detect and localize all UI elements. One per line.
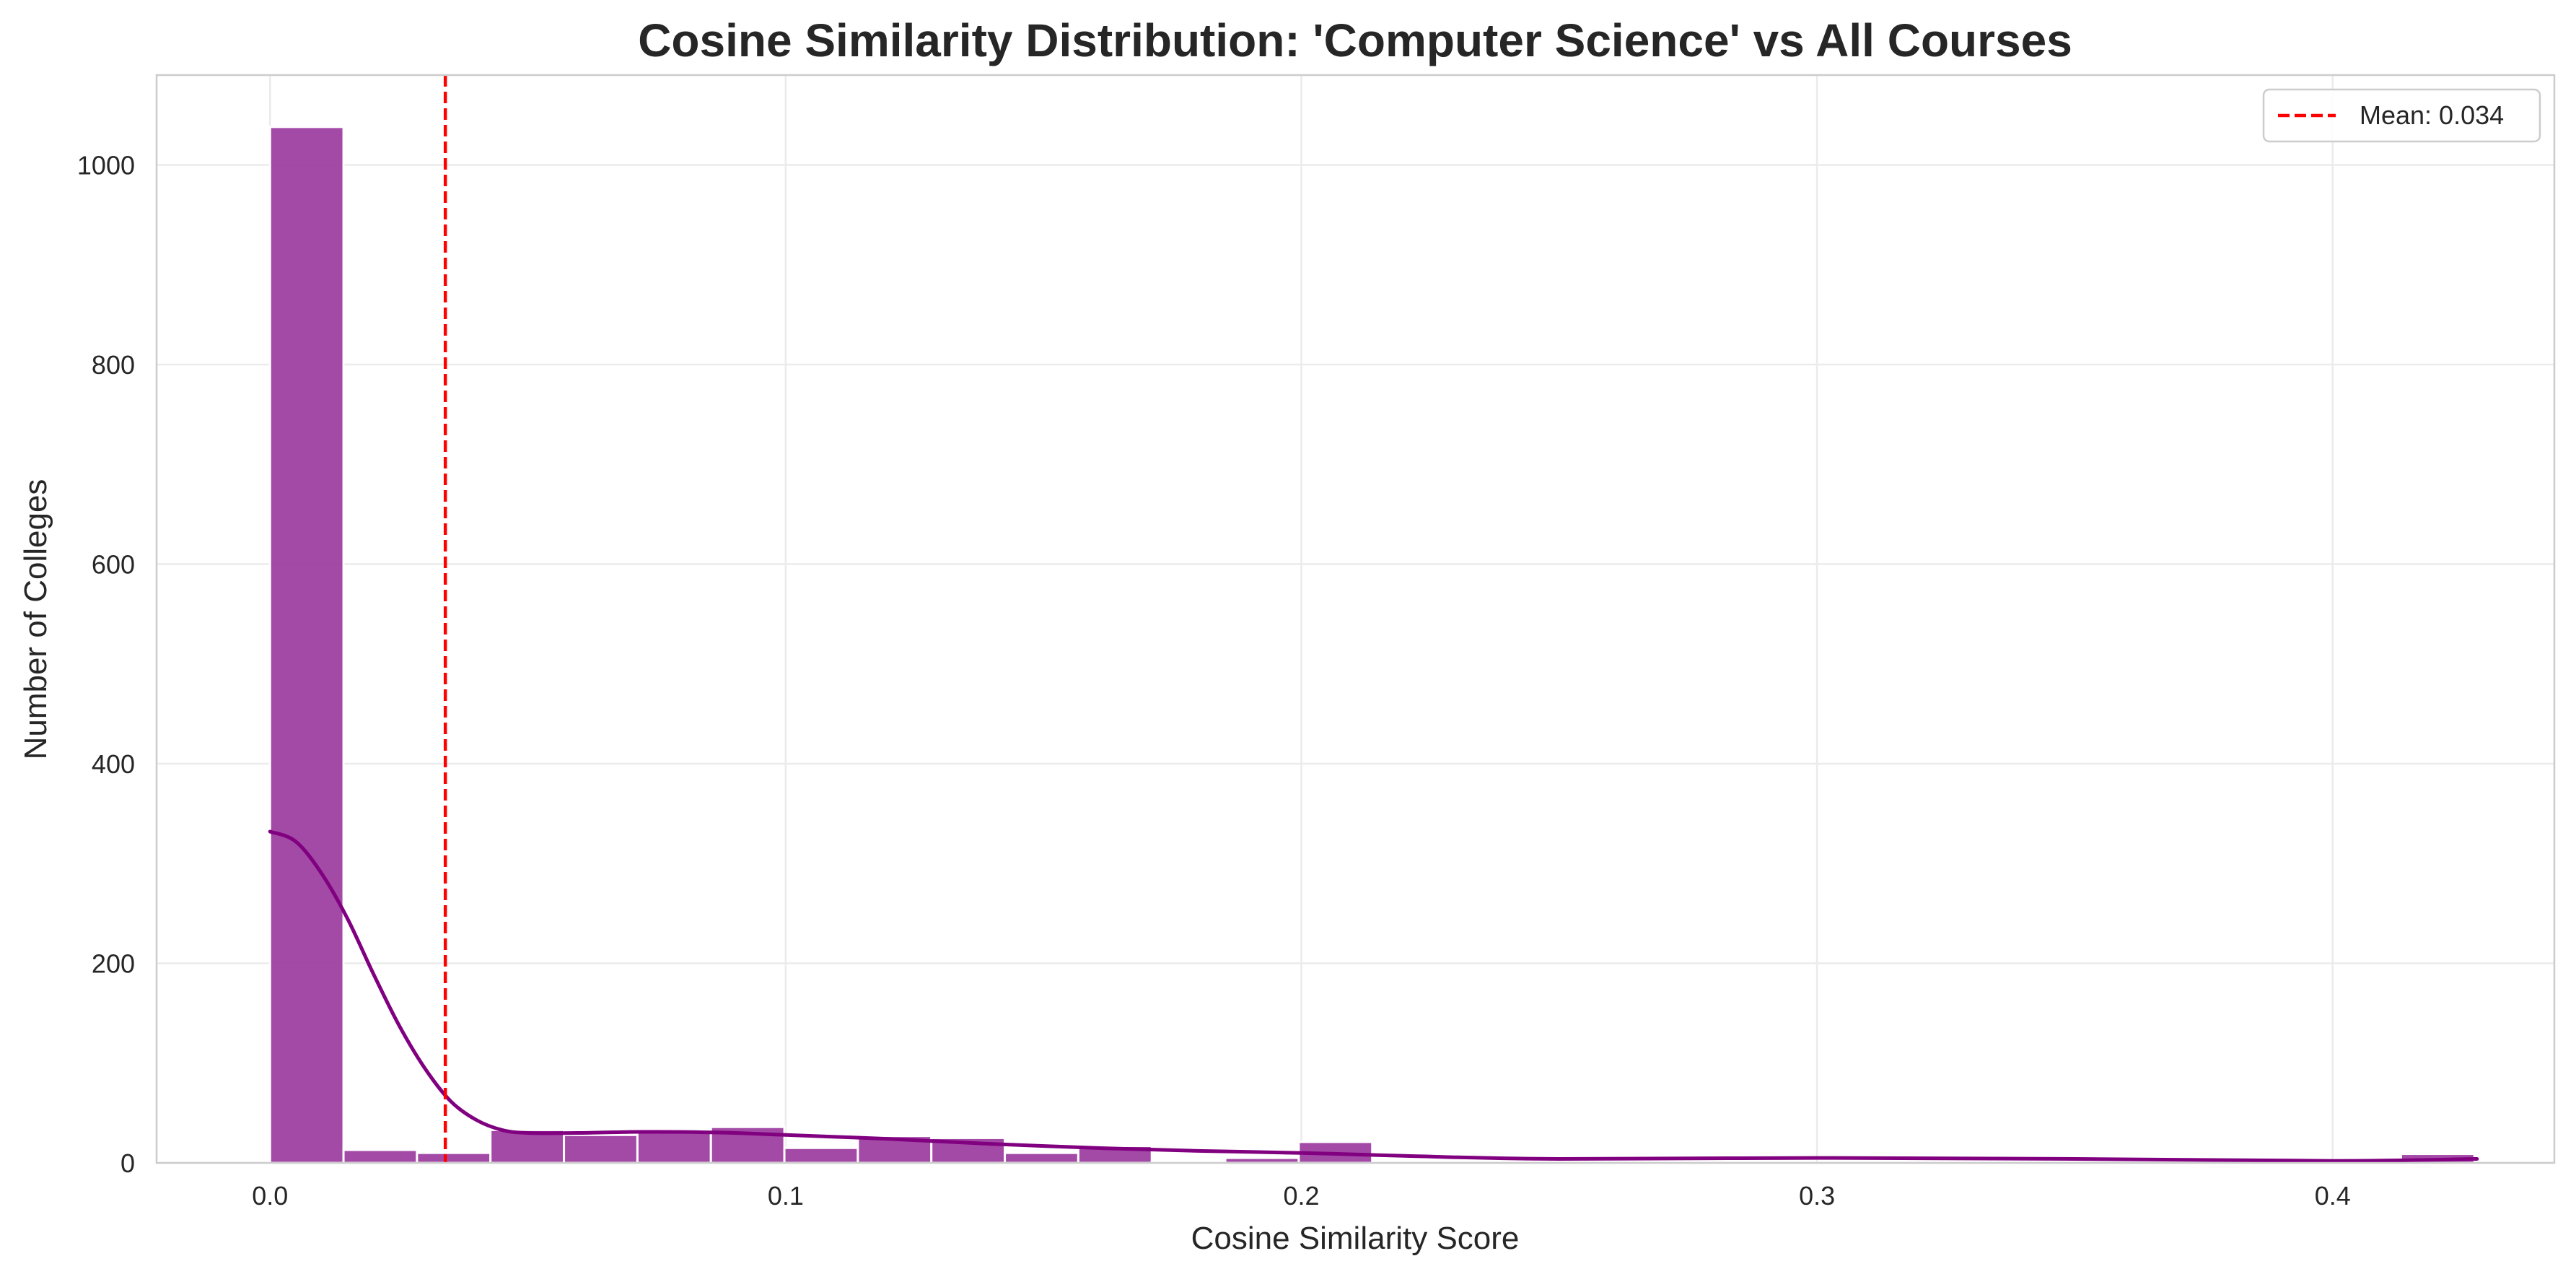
histogram-bar <box>342 1148 419 1164</box>
legend-frame <box>2262 88 2541 143</box>
histogram-bar <box>783 1146 859 1164</box>
kde-curve <box>268 829 2479 1163</box>
y-tick-label: 600 <box>92 549 135 579</box>
y-tick-label: 1000 <box>77 150 135 180</box>
kde-layer <box>268 829 2479 1163</box>
y-tick-label: 400 <box>92 749 135 779</box>
x-tick-label: 0.3 <box>1799 1181 1835 1211</box>
histogram-bar <box>416 1151 492 1164</box>
x-tick-label: 0.0 <box>252 1181 288 1211</box>
y-tick-label: 800 <box>92 350 135 380</box>
y-tick-labels: 0 200 400 600 800 1000 <box>77 150 135 1178</box>
x-axis-label: Cosine Similarity Score <box>1191 1221 1520 1256</box>
plot-frame <box>155 74 2556 1164</box>
x-tick-labels: 0.0 0.1 0.2 0.3 0.4 <box>252 1181 2351 1211</box>
y-tick-label: 0 <box>121 1148 135 1178</box>
histogram-bar <box>1004 1151 1079 1164</box>
histogram-bar <box>636 1128 712 1164</box>
legend-mean-label: Mean: 0.034 <box>2360 100 2504 130</box>
histogram-bar <box>563 1133 639 1164</box>
chart-title: Cosine Similarity Distribution: 'Compute… <box>638 14 2072 66</box>
x-tick-label: 0.1 <box>768 1181 804 1211</box>
x-tick-label: 0.2 <box>1283 1181 1319 1211</box>
histogram-bars <box>268 126 2476 1164</box>
histogram-bar <box>268 126 345 1164</box>
x-tick-label: 0.4 <box>2315 1181 2351 1211</box>
legend: Mean: 0.034 <box>2262 88 2541 143</box>
y-tick-label: 200 <box>92 949 135 978</box>
y-axis-label: Number of Colleges <box>18 479 53 760</box>
